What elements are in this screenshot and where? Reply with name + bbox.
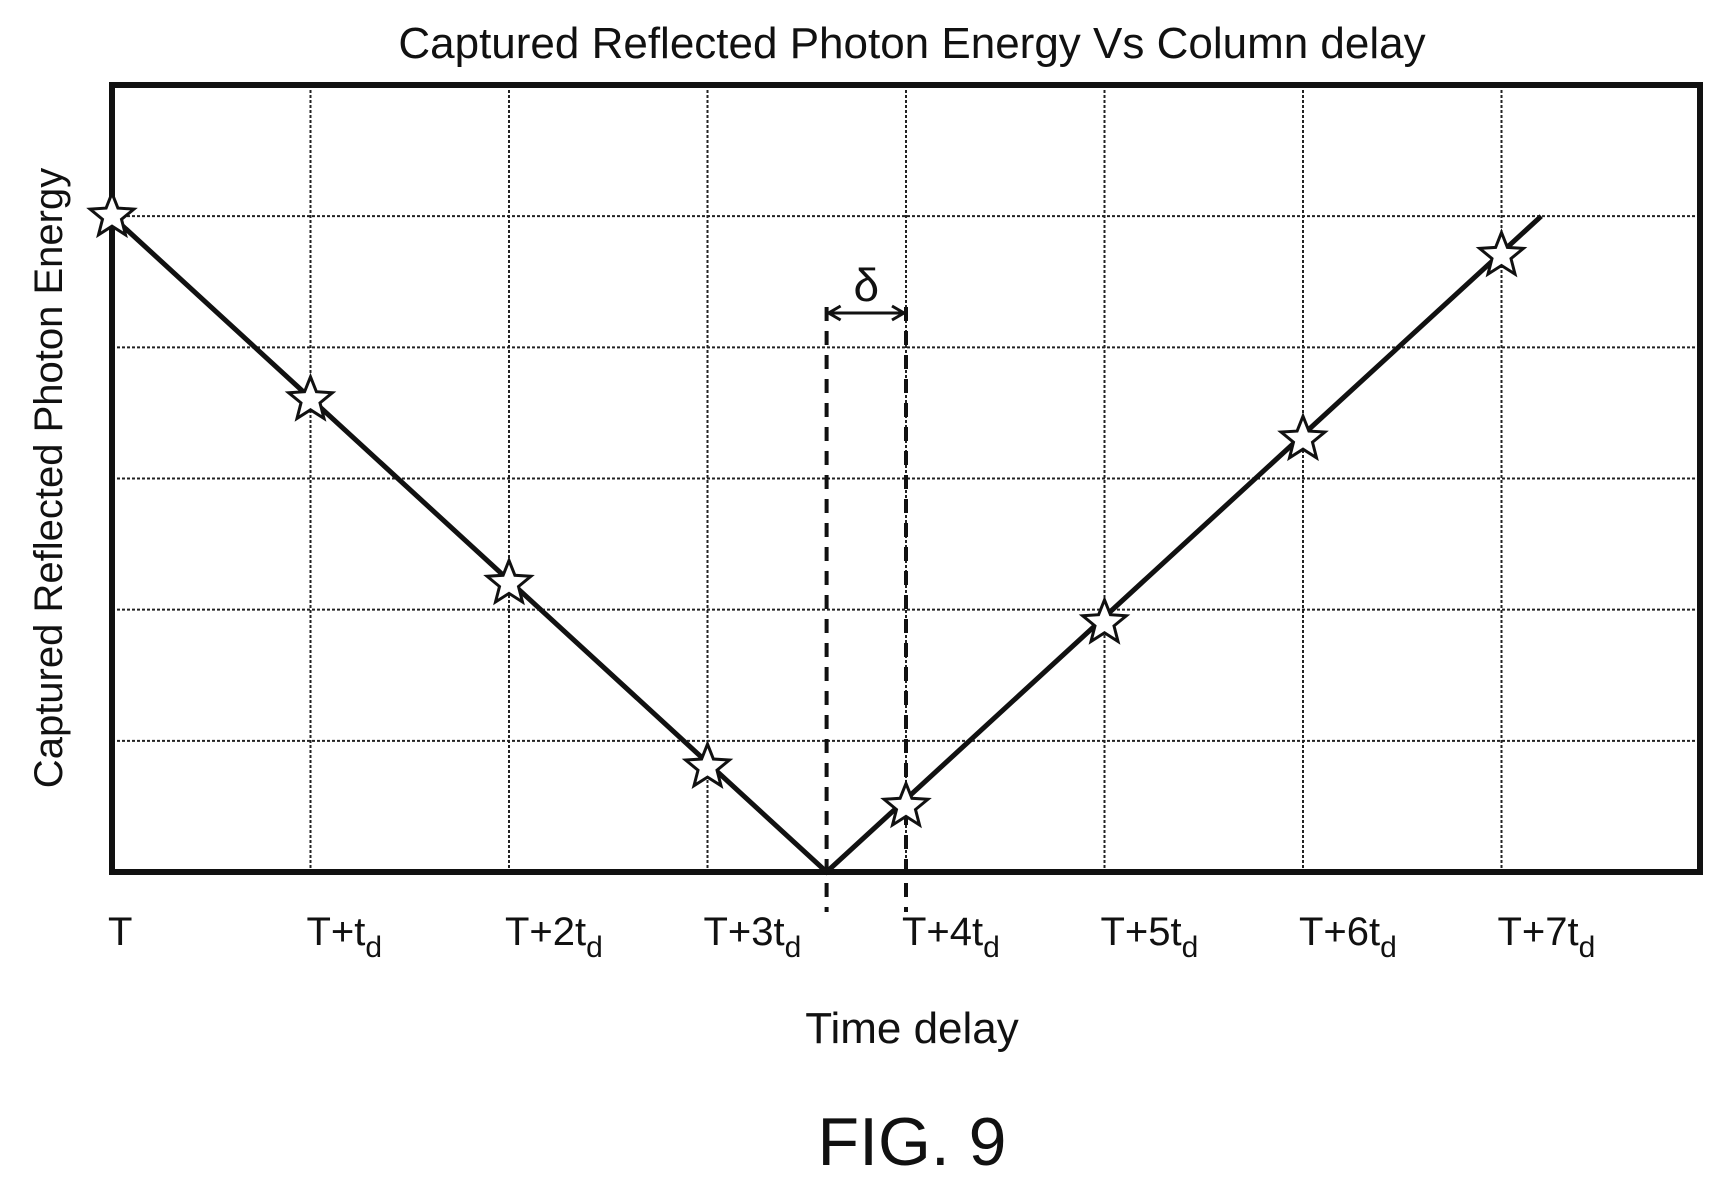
data-point-star [483,556,535,606]
delta-arrowhead-right [891,304,907,322]
x-tick-label: T+4td [902,910,1000,964]
delta-arrowhead-left [825,304,842,322]
data-point-star [284,372,337,422]
x-tick-labels: T T+td T+2td T+3td T+4td T+5td T+6td T+7td [108,910,1595,964]
x-tick-label: T [108,910,132,954]
data-point-star [1078,595,1131,645]
data-point-star [86,189,138,239]
x-tick-label: T+td [307,910,383,964]
data-point-star [1277,412,1329,462]
delta-label: δ [853,259,879,311]
x-tick-label: T+7td [1498,910,1596,964]
x-tick-label: T+5td [1101,910,1199,964]
data-point-star [880,779,932,829]
x-tick-label: T+6td [1299,910,1397,964]
x-axis-label: Time delay [805,1004,1019,1053]
chart-title: Captured Reflected Photon Energy Vs Colu… [398,19,1425,68]
x-tick-label: T+2td [505,910,603,964]
x-tick-label: T+3td [704,910,802,964]
y-axis-label: Captured Reflected Photon Energy [27,168,71,788]
data-point-star [681,740,734,790]
data-markers [86,189,1528,829]
data-point-star [1475,228,1528,278]
figure-label: FIG. 9 [818,1104,1007,1180]
